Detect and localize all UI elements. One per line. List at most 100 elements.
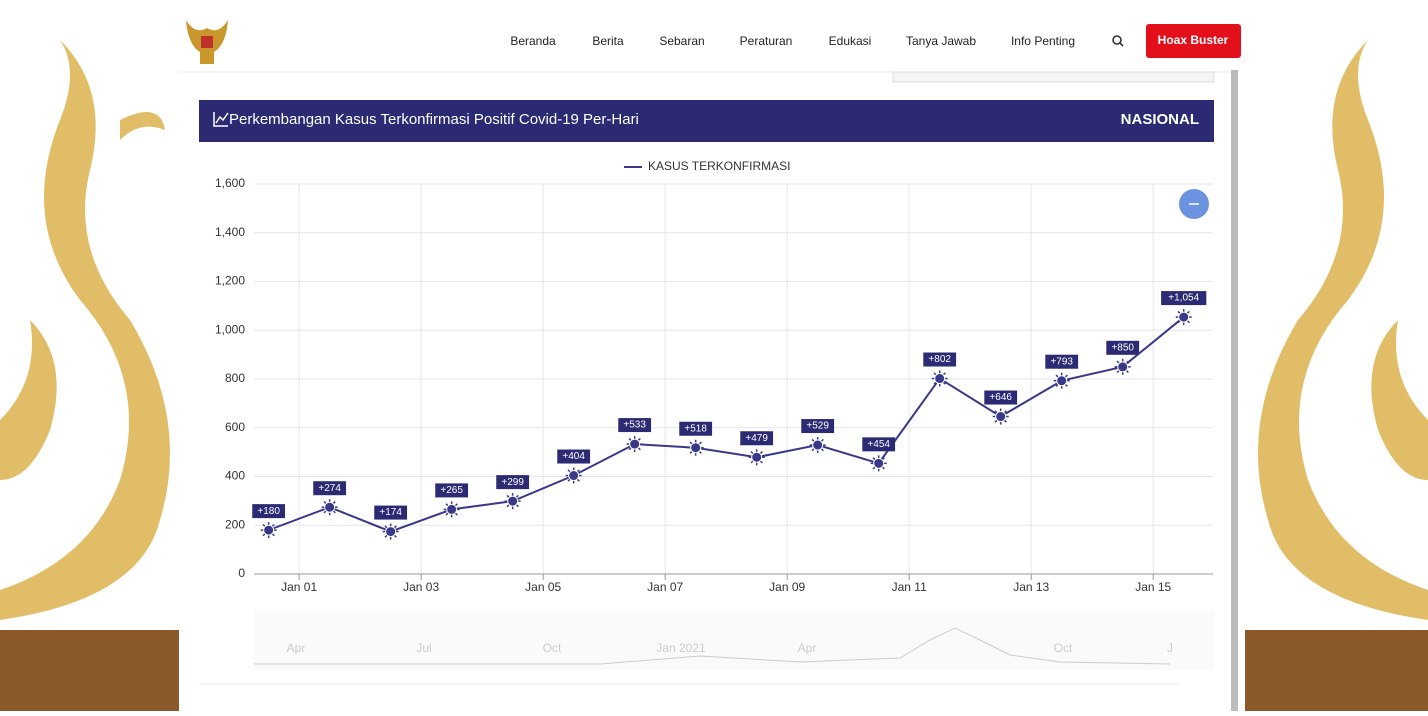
marker-body bbox=[446, 503, 458, 515]
point-marker bbox=[1114, 358, 1131, 375]
marker-body bbox=[1056, 375, 1068, 387]
marker-body bbox=[568, 470, 580, 482]
y-tick-label: 1,200 bbox=[215, 274, 245, 288]
navigator-label: J bbox=[1167, 641, 1173, 655]
series-line bbox=[268, 316, 1185, 533]
point-marker bbox=[260, 522, 277, 539]
point-marker bbox=[626, 436, 643, 453]
value-label-box bbox=[435, 483, 469, 498]
value-label-box bbox=[1045, 354, 1079, 369]
marker-body bbox=[995, 411, 1007, 423]
y-tick-label: 600 bbox=[225, 420, 245, 434]
value-label: +802 bbox=[928, 354, 951, 365]
panel-header bbox=[199, 100, 1214, 142]
x-tick-label: Jan 13 bbox=[1013, 580, 1049, 594]
value-label: +646 bbox=[989, 392, 1012, 403]
nav-item[interactable]: Edukasi bbox=[829, 34, 872, 48]
value-label: +180 bbox=[257, 506, 280, 517]
value-label-box bbox=[740, 431, 774, 446]
navigator-label: Oct bbox=[1054, 641, 1073, 655]
value-label: +518 bbox=[684, 423, 707, 434]
value-label-box bbox=[862, 437, 896, 452]
point-marker bbox=[443, 501, 460, 518]
panel-region: NASIONAL bbox=[1121, 111, 1199, 128]
x-tick-label: Jan 11 bbox=[892, 580, 927, 594]
value-label-box bbox=[557, 449, 591, 464]
marker-body bbox=[751, 451, 763, 463]
x-tick-label: Jan 05 bbox=[525, 580, 561, 594]
chart: 0 200 400 600 800 1,000 1,200 1,400 1,600 Jan 01 J… bbox=[215, 159, 1213, 655]
marker-body bbox=[873, 457, 885, 469]
marker-body bbox=[690, 442, 702, 454]
x-tick-label: Jan 07 bbox=[647, 580, 683, 594]
y-tick-label: 1,000 bbox=[215, 322, 245, 336]
point-marker bbox=[1175, 309, 1192, 326]
search-icon[interactable] bbox=[1112, 35, 1124, 47]
value-label-box bbox=[1161, 291, 1207, 306]
marker-body bbox=[629, 438, 641, 450]
hoax-button-label[interactable]: Hoax Buster bbox=[1158, 33, 1229, 47]
nav-item[interactable]: Tanya Jawab bbox=[906, 34, 976, 48]
point-marker bbox=[1053, 372, 1070, 389]
panel-title: Perkembangan Kasus Terkonfirmasi Positif… bbox=[229, 111, 639, 128]
y-tick-label: 1,600 bbox=[215, 176, 245, 190]
navigator-label: Oct bbox=[543, 641, 562, 655]
point-marker bbox=[504, 493, 521, 510]
value-label: +850 bbox=[1111, 342, 1134, 353]
navigator-label: Jan 2021 bbox=[656, 641, 706, 655]
value-label-box bbox=[923, 352, 957, 367]
point-marker bbox=[321, 499, 338, 516]
x-tick-label: Jan 09 bbox=[769, 580, 805, 594]
navigator-label: Apr bbox=[287, 641, 306, 655]
value-label: +454 bbox=[867, 439, 890, 450]
value-label: +404 bbox=[562, 451, 585, 462]
value-label: +793 bbox=[1050, 356, 1073, 367]
value-label-box bbox=[496, 475, 530, 490]
value-label: +479 bbox=[745, 433, 768, 444]
navigator-label: Apr bbox=[798, 641, 817, 655]
value-label: +299 bbox=[501, 477, 524, 488]
value-label-box bbox=[1106, 340, 1140, 355]
chart-icon bbox=[213, 112, 229, 127]
point-marker bbox=[748, 449, 765, 466]
value-label-box bbox=[252, 504, 286, 519]
x-tick-label: Jan 01 bbox=[281, 580, 317, 594]
nav-item[interactable]: Beranda bbox=[510, 34, 556, 48]
y-tick-label: 200 bbox=[225, 517, 245, 531]
marker-body bbox=[934, 373, 946, 385]
marker-body bbox=[1117, 361, 1129, 373]
point-marker bbox=[687, 439, 704, 456]
nav-item[interactable]: Peraturan bbox=[740, 34, 793, 48]
nav-item[interactable]: Berita bbox=[592, 34, 624, 48]
point-marker bbox=[382, 523, 399, 540]
value-label: +1,054 bbox=[1168, 293, 1199, 304]
logo bbox=[186, 20, 228, 64]
point-marker bbox=[992, 408, 1009, 425]
y-tick-label: 1,400 bbox=[215, 225, 245, 239]
x-tick-label: Jan 15 bbox=[1135, 580, 1171, 594]
value-label: +274 bbox=[318, 483, 341, 494]
hoax-button[interactable] bbox=[1146, 24, 1241, 58]
marker-body bbox=[263, 524, 275, 536]
y-tick-label: 800 bbox=[225, 371, 245, 385]
value-label: +533 bbox=[623, 420, 646, 431]
legend-label: KASUS TERKONFIRMASI bbox=[648, 159, 790, 173]
x-tick-label: Jan 03 bbox=[403, 580, 439, 594]
navigator-label: Jul bbox=[416, 641, 431, 655]
value-label: +265 bbox=[440, 485, 463, 496]
value-label-box bbox=[801, 419, 835, 434]
marker-body bbox=[385, 526, 397, 538]
marker-body bbox=[1178, 311, 1190, 323]
marker-body bbox=[507, 495, 519, 507]
scrollbar[interactable] bbox=[1231, 70, 1238, 711]
nav-bar: Beranda Berita Sebaran Peraturan Edukasi Tany… bbox=[510, 34, 1075, 48]
value-label-box bbox=[313, 481, 347, 496]
value-label: +174 bbox=[379, 507, 402, 518]
nav-item[interactable]: Sebaran bbox=[659, 34, 704, 48]
navigator-bg bbox=[199, 612, 1214, 685]
nav-item[interactable]: Info Penting bbox=[1011, 34, 1075, 48]
search-box[interactable] bbox=[892, 71, 1215, 83]
value-label-box bbox=[374, 505, 408, 520]
